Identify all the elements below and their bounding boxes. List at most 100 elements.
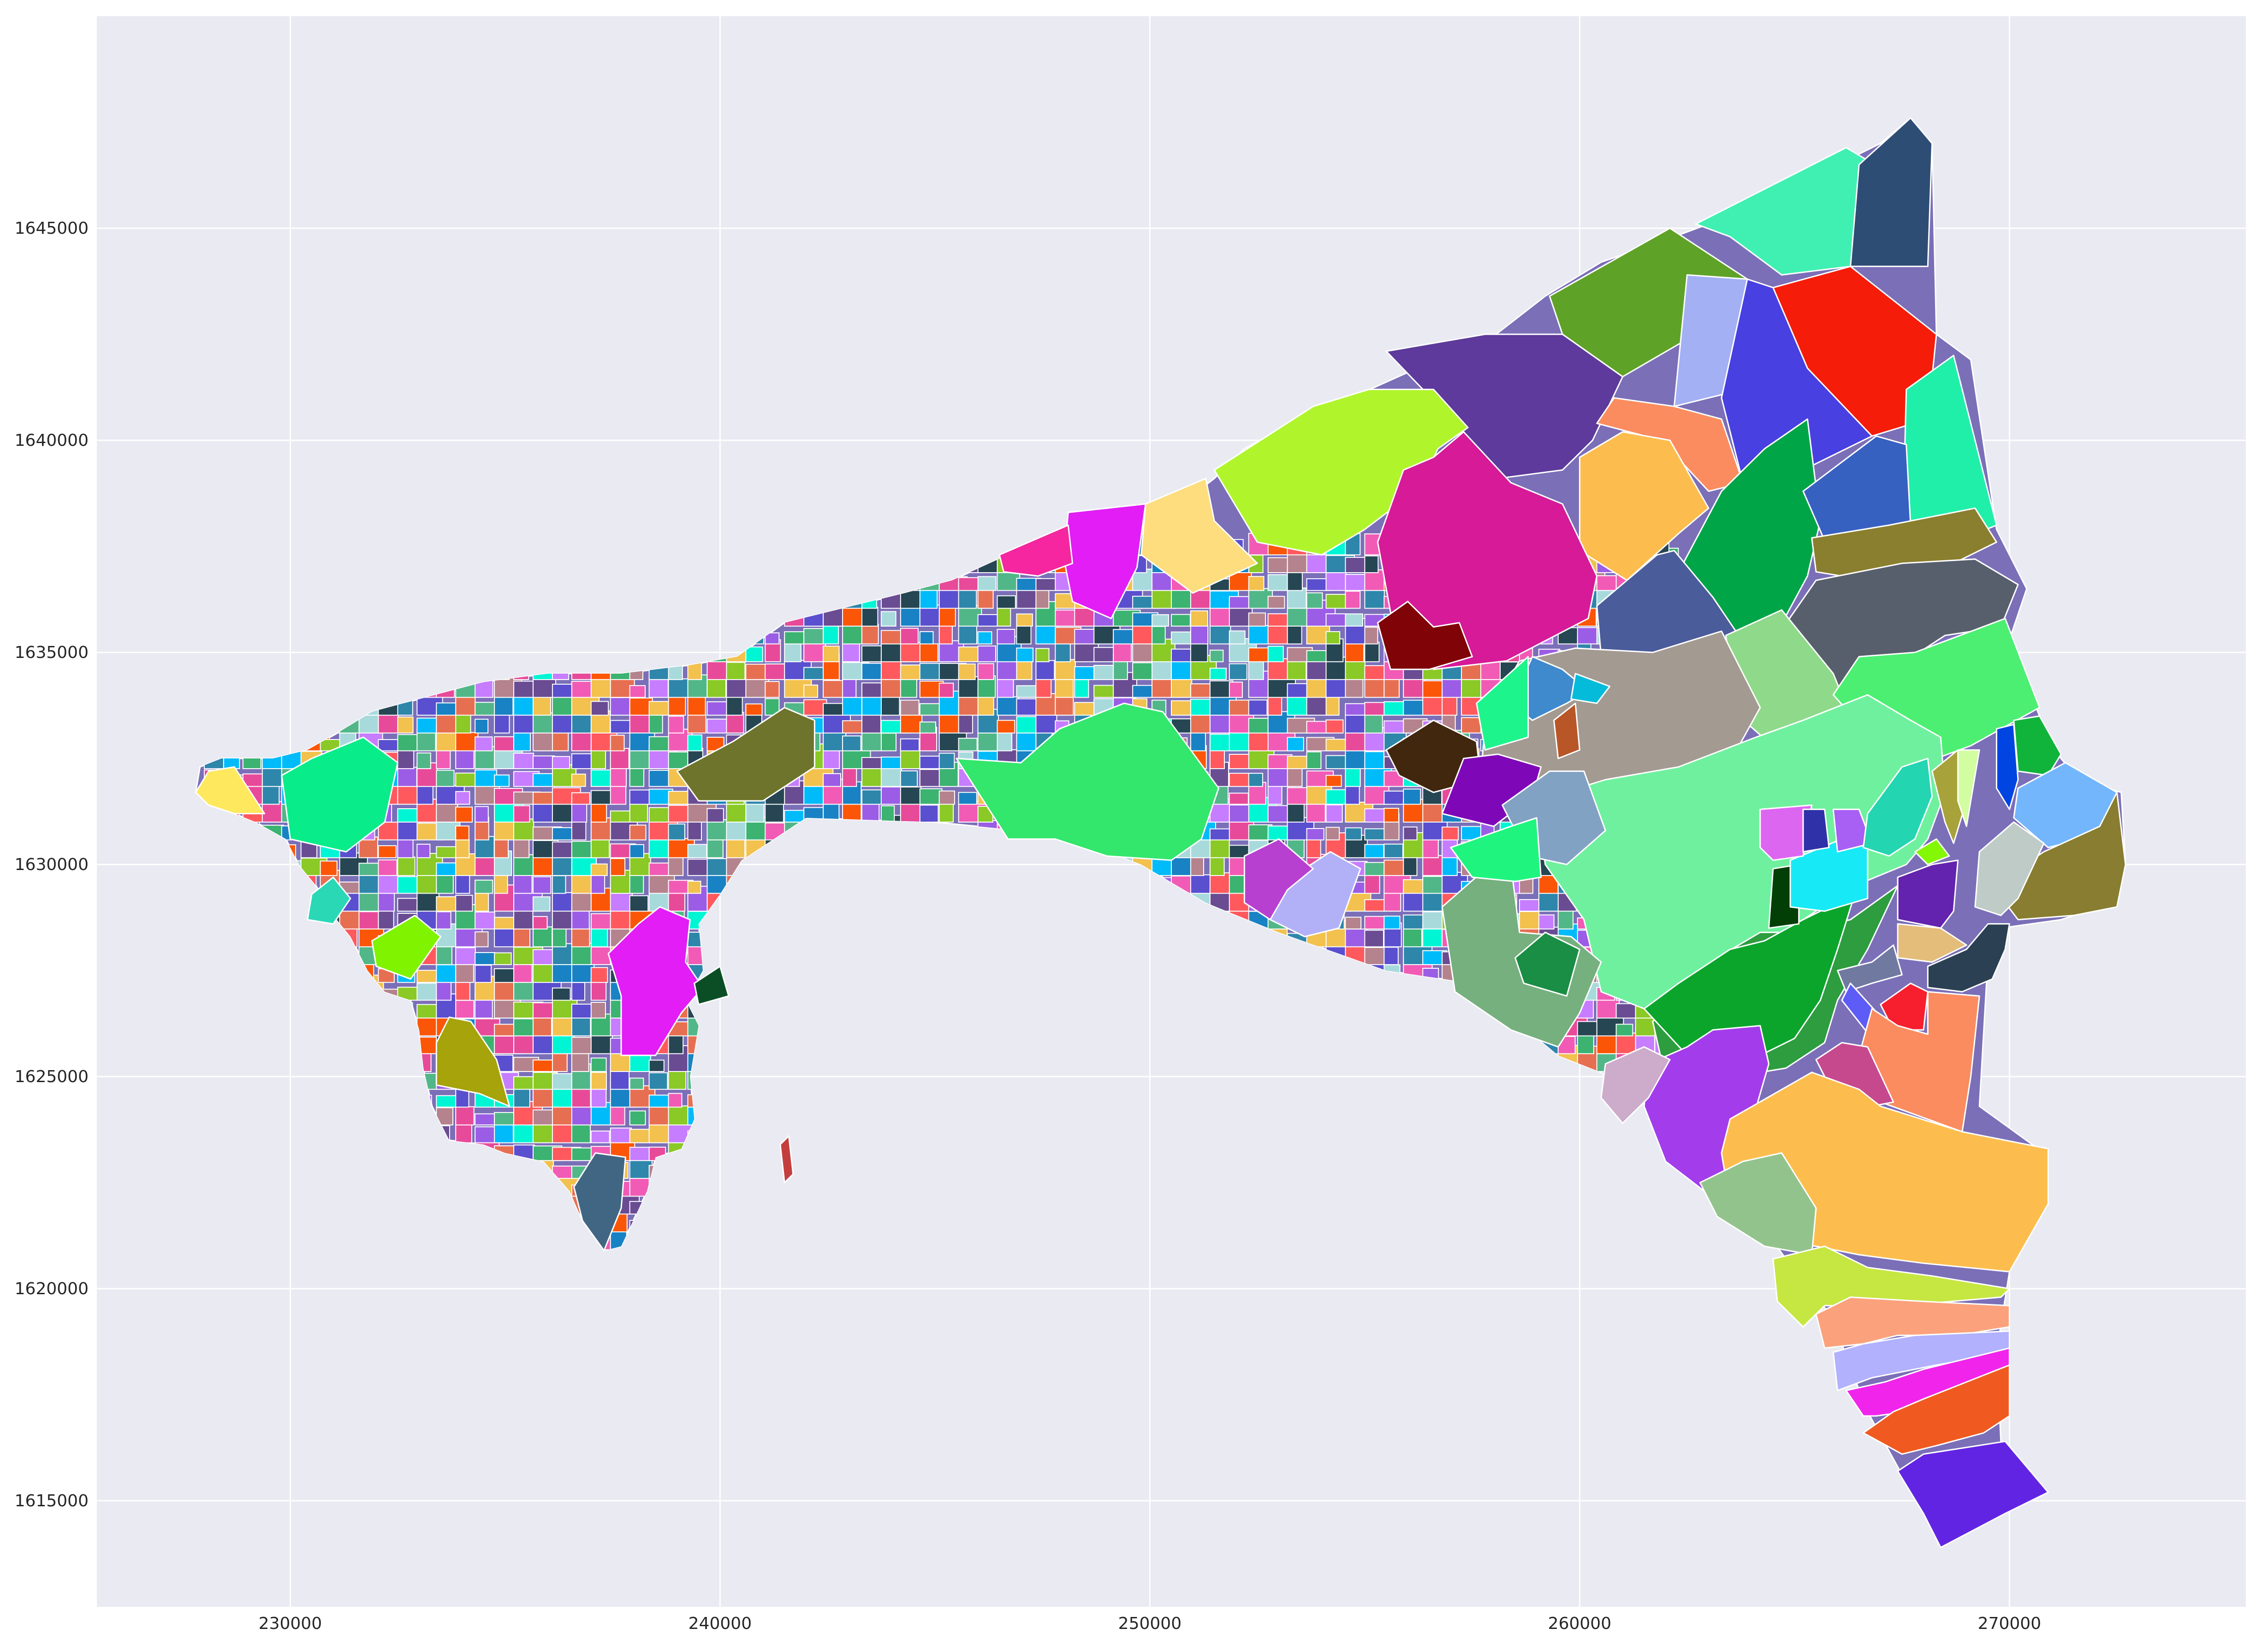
parcel (958, 663, 976, 680)
parcel (861, 623, 879, 645)
parcel (842, 767, 857, 787)
parcel (997, 628, 1015, 645)
parcel (455, 825, 469, 841)
parcel (1364, 555, 1379, 574)
y-tick-label: 1615000 (15, 1492, 89, 1510)
parcel (1267, 596, 1285, 609)
parcel (1345, 658, 1365, 680)
parcel (1306, 751, 1322, 770)
parcel (571, 1147, 594, 1161)
parcel (706, 659, 728, 680)
y-tick-label: 1640000 (15, 431, 89, 450)
parcel (1229, 793, 1249, 805)
parcel (629, 895, 649, 912)
parcel (513, 730, 531, 752)
parcel (629, 1110, 646, 1125)
parcel (687, 734, 702, 752)
map-region (573, 1152, 626, 1251)
parcel (629, 1147, 652, 1161)
parcel (880, 611, 896, 627)
parcel (1229, 663, 1247, 680)
parcel (1229, 855, 1247, 876)
parcel (629, 824, 647, 841)
parcel (416, 752, 431, 770)
parcel (938, 623, 953, 645)
parcel (919, 788, 943, 805)
map-region (435, 1016, 511, 1107)
parcel (1248, 612, 1266, 627)
parcel (1093, 685, 1116, 698)
parcel (455, 963, 474, 983)
parcel (1209, 714, 1230, 734)
parcel (378, 910, 394, 930)
parcel (1035, 648, 1050, 663)
parcel (1325, 631, 1341, 645)
parcel (513, 838, 530, 859)
parcel (436, 770, 455, 787)
parcel (358, 836, 378, 859)
map-region (956, 702, 1219, 861)
parcel (397, 716, 414, 734)
parcel (1364, 641, 1380, 663)
parcel (378, 845, 397, 859)
parcel (648, 837, 669, 859)
parcel (494, 917, 517, 930)
parcel (1209, 650, 1224, 663)
map-region (1914, 838, 1950, 865)
map-region (694, 965, 730, 1006)
parcel (571, 1124, 591, 1143)
parcel (1577, 1021, 1598, 1036)
parcel (590, 1001, 606, 1019)
parcel (513, 805, 530, 823)
map-region (1897, 859, 1959, 929)
parcel (1383, 947, 1399, 965)
map-region (1772, 1245, 2010, 1328)
parcel (1364, 873, 1380, 894)
parcel (378, 739, 399, 752)
parcel (1171, 589, 1194, 609)
parcel (475, 806, 489, 823)
parcel (436, 896, 457, 912)
map-region (1699, 1152, 1817, 1255)
map-region (779, 1135, 794, 1184)
parcel (1152, 676, 1175, 698)
map-region (1243, 838, 1314, 921)
parcel (687, 881, 701, 894)
map-region (371, 914, 442, 980)
parcel (1016, 647, 1034, 663)
parcel (1152, 614, 1170, 627)
parcel (668, 854, 684, 876)
parcel (1287, 756, 1308, 770)
parcel (1442, 826, 1459, 841)
y-tick-label: 1620000 (15, 1279, 89, 1298)
y-axis-ticks: 1615000 1620000 1625000 1630000 1635000 16400… (15, 219, 89, 1510)
parcel (900, 699, 920, 716)
parcel (977, 631, 992, 645)
parcel (571, 927, 590, 947)
parcel (1190, 610, 1208, 627)
x-tick-label: 250000 (1118, 1614, 1181, 1633)
parcel (842, 735, 861, 752)
map-region (1377, 601, 1473, 670)
parcel (475, 931, 489, 947)
parcel (687, 714, 706, 734)
parcel (1190, 683, 1211, 698)
parcel (861, 607, 879, 627)
parcel (726, 662, 746, 680)
y-tick-label: 1645000 (15, 219, 89, 238)
parcel (977, 587, 994, 609)
parcel (823, 773, 842, 787)
parcel (803, 684, 819, 698)
map-region (1759, 804, 1813, 861)
parcel (1403, 788, 1421, 805)
parcel (629, 697, 653, 716)
parcel (532, 926, 553, 947)
parcel (1383, 843, 1404, 859)
parcel (648, 807, 672, 823)
parcel (590, 1072, 607, 1090)
parcel (552, 927, 567, 947)
map-region (1957, 749, 1980, 827)
parcel (532, 773, 556, 787)
map-region (1927, 923, 2010, 993)
parcel (532, 1016, 552, 1036)
